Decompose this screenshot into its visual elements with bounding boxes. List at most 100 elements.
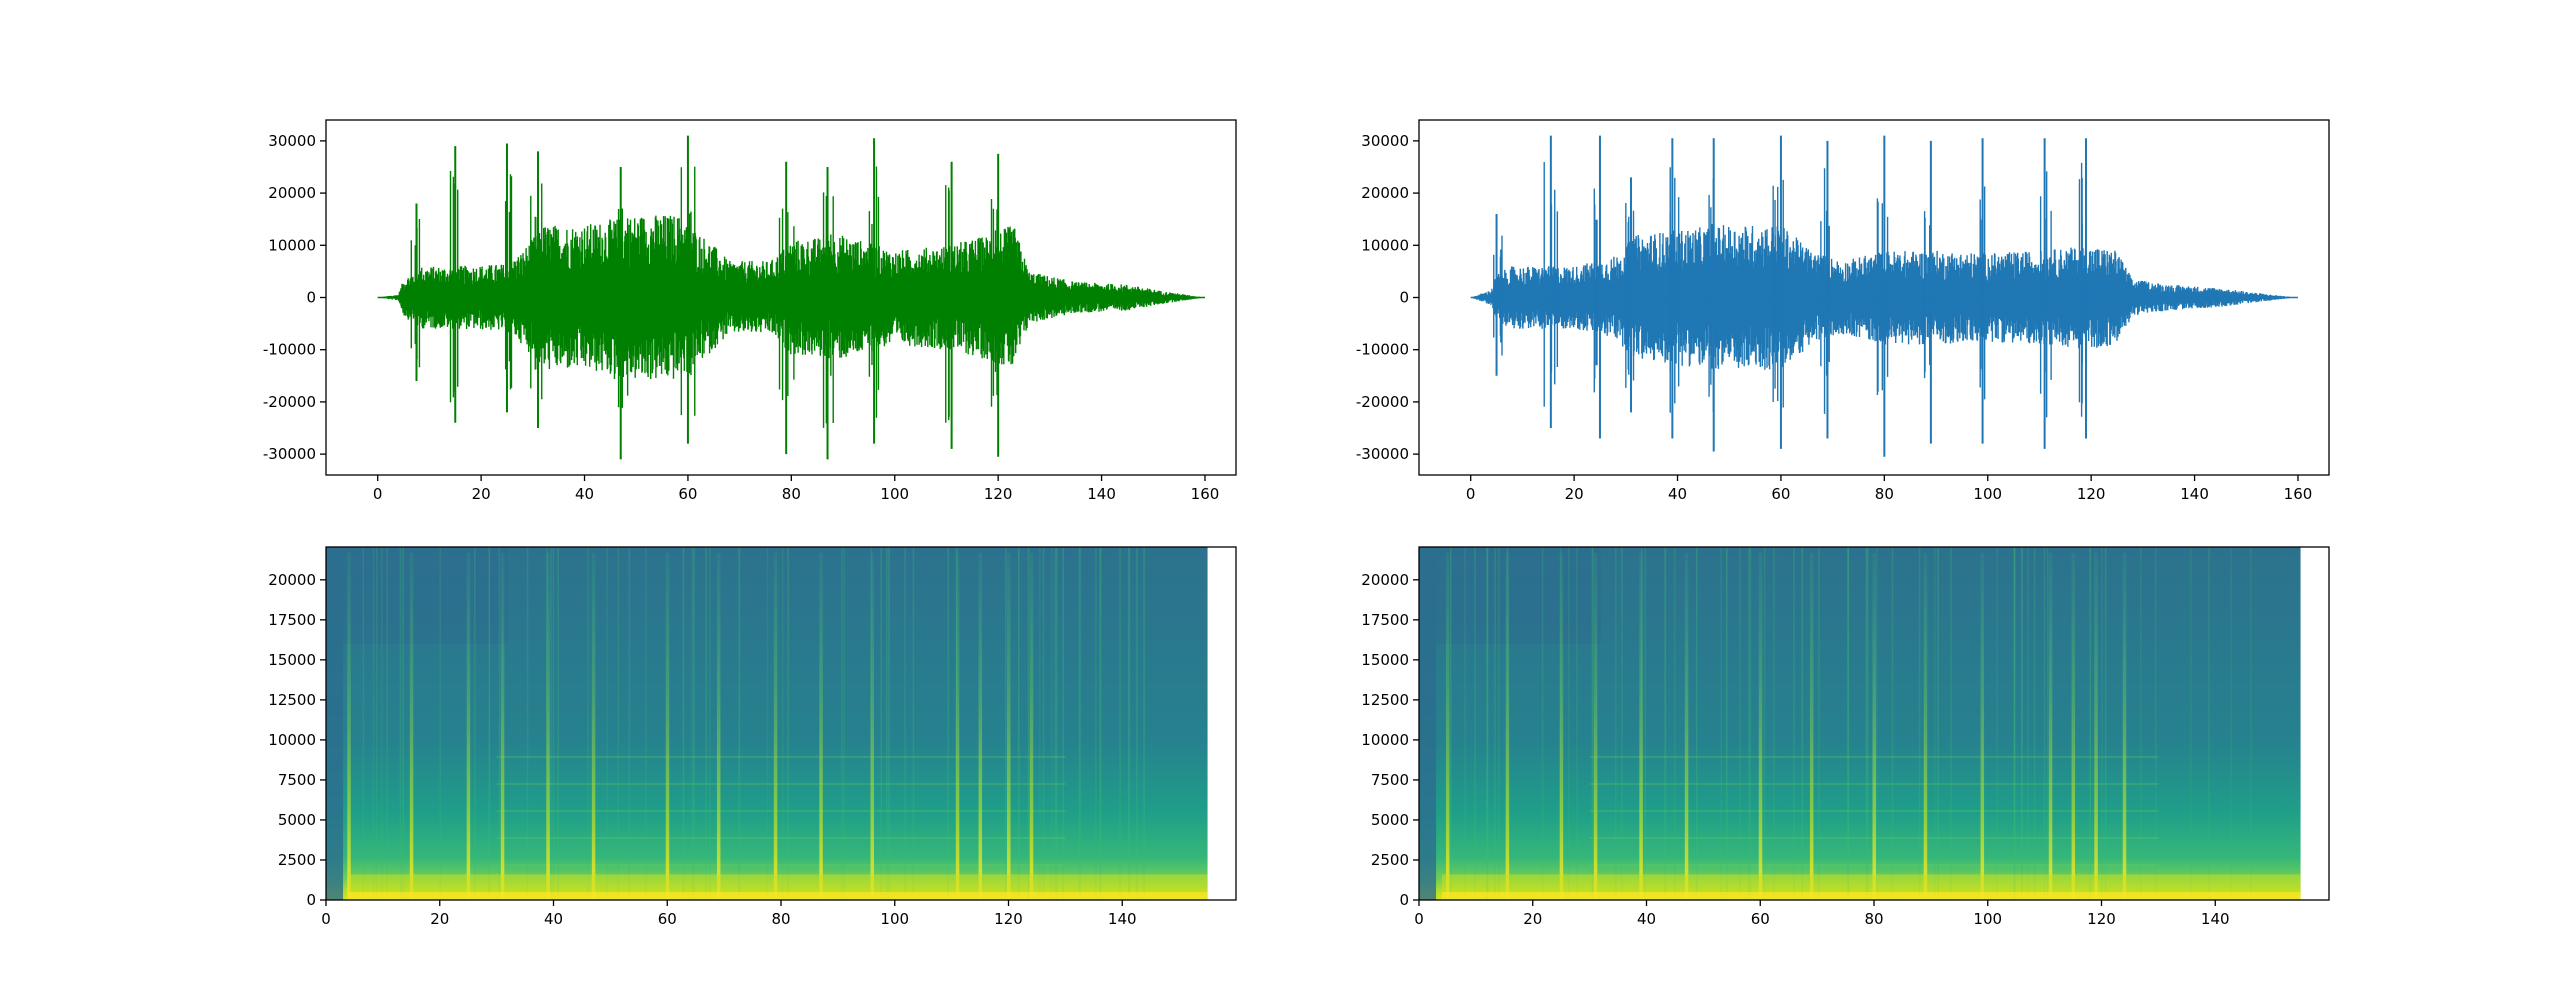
y-tick-label: 10000 (268, 236, 316, 254)
spectrogram-onset (1039, 547, 1041, 900)
spectrogram-bright-column (591, 553, 596, 900)
y-tick-label: 20000 (268, 184, 316, 202)
spectrogram-onset (1664, 547, 1667, 900)
spectrogram-bright-column (409, 553, 414, 900)
spectrogram-onset (473, 547, 476, 900)
axes-frame (1418, 546, 2330, 901)
spectrogram-onset (2101, 547, 2103, 900)
spectrogram-onset (1875, 547, 1878, 900)
x-tick-label: 20 (1565, 485, 1584, 503)
x-tick-label: 0 (373, 485, 383, 503)
spectrogram-onset (1801, 547, 1804, 900)
y-tick-label: 0 (306, 891, 316, 909)
x-tick-label: 20 (430, 910, 449, 928)
spectrogram-onset (1079, 547, 1082, 900)
spectrogram-panel-right: 0 20 40 60 80 100 120 140 0 2500 5000 7500 10000 1250… (1361, 546, 2330, 928)
spectrogram-harmonics (496, 739, 1066, 900)
spectrogram-lowpass-region (1436, 547, 1601, 644)
y-tick-label: 0 (306, 289, 316, 307)
spectrogram-silence (326, 547, 344, 900)
axes-frame (325, 119, 1237, 476)
spectrogram-onset (1054, 547, 1056, 900)
spectrogram-onset (709, 547, 711, 900)
spectrogram-onset (1950, 547, 1952, 900)
spectrogram-bright-column (716, 553, 721, 900)
spectrogram-sub-band (348, 891, 1208, 900)
spectrogram-onset (1918, 547, 1921, 900)
spectrogram-bright-column (870, 553, 874, 900)
y-tick-label: 20000 (268, 571, 316, 589)
y-tick-label: 20000 (1361, 184, 1409, 202)
spectrogram-onset (1725, 547, 1728, 900)
spectrogram-bright-column (1007, 553, 1011, 900)
y-tick-label: 15000 (268, 651, 316, 669)
y-tick-label: 10000 (1361, 236, 1409, 254)
spectrogram-onset (1128, 547, 1131, 900)
spectrogram-onset (1749, 547, 1751, 900)
spectrogram-onset (1062, 547, 1064, 900)
spectrogram-onset (645, 547, 647, 900)
spectrogram-onset (1644, 547, 1646, 900)
spectrogram-onset (1773, 547, 1775, 900)
x-tick-label: 0 (321, 910, 331, 928)
spectrogram-onset (1996, 547, 1998, 900)
x-tick-label: 120 (2077, 485, 2106, 503)
spectrogram-onset (2043, 547, 2046, 900)
spectrogram-onset (1576, 547, 1578, 900)
y-tick-label: 12500 (1361, 691, 1409, 709)
spectrogram-onset (1099, 547, 1102, 900)
spectrogram-onset (682, 547, 685, 900)
y-tick-label: 0 (1399, 891, 1409, 909)
spectrogram-onset (885, 547, 888, 900)
spectrogram-onset (1673, 547, 1676, 900)
y-tick-label: 2500 (1371, 851, 1409, 869)
spectrogram-onset (1591, 547, 1593, 900)
spectrogram-onset (1763, 547, 1766, 900)
y-tick-label: 2500 (278, 851, 316, 869)
spectrogram-onset (738, 547, 741, 900)
y-tick-label: 30000 (1361, 132, 1409, 150)
spectrogram-onset (386, 547, 388, 900)
spectrogram-bright-column (665, 553, 670, 900)
x-tick-label: 120 (994, 910, 1023, 928)
spectrogram-bright-column (500, 553, 505, 900)
spectrogram-onset (1567, 547, 1570, 900)
spectrogram-bright-column (2048, 553, 2053, 900)
spectrogram-onset (1005, 547, 1007, 900)
spectrogram-onset (766, 547, 769, 900)
spectrogram-onset (402, 547, 404, 900)
spectrogram-onset (1119, 547, 1121, 900)
spectrogram-bright-column (1029, 553, 1034, 900)
spectrogram-onset (1055, 547, 1058, 900)
spectrogram-onset (1933, 547, 1936, 900)
x-tick-label: 140 (2180, 485, 2209, 503)
spectrogram-onset (617, 547, 620, 900)
spectrogram-onset (2190, 547, 2192, 900)
y-tick-label: 15000 (1361, 651, 1409, 669)
y-tick-label: 20000 (1361, 571, 1409, 589)
spectrogram-onset (1494, 547, 1496, 900)
spectrogram-onset (372, 547, 375, 900)
y-tick-label: -30000 (1356, 445, 1409, 463)
spectrogram-bright-column (1445, 553, 1450, 900)
spectrogram-bright-column (978, 553, 983, 900)
spectrogram-onset (781, 547, 784, 900)
spectrogram-onset (1621, 547, 1623, 900)
spectrogram-bright-column (2122, 553, 2127, 900)
spectrogram-bright-column (1593, 553, 1598, 900)
spectrogram-onset (787, 547, 789, 900)
spectrogram-lowpass-region (343, 547, 508, 644)
x-tick-label: 140 (1087, 485, 1116, 503)
spectrogram-onset (606, 547, 608, 900)
y-tick-label: 5000 (1371, 811, 1409, 829)
spectrogram-onset (1486, 547, 1489, 900)
y-tick-label: 7500 (1371, 771, 1409, 789)
spectrogram-onset (2027, 547, 2029, 900)
spectrogram-onset (888, 547, 890, 900)
spectrogram-onset (526, 547, 529, 900)
y-tick-label: 17500 (268, 611, 316, 629)
x-tick-label: 100 (880, 910, 909, 928)
spectrogram-onset (1748, 547, 1750, 900)
spectrogram-onset (488, 547, 491, 900)
y-tick-label: -20000 (263, 393, 316, 411)
